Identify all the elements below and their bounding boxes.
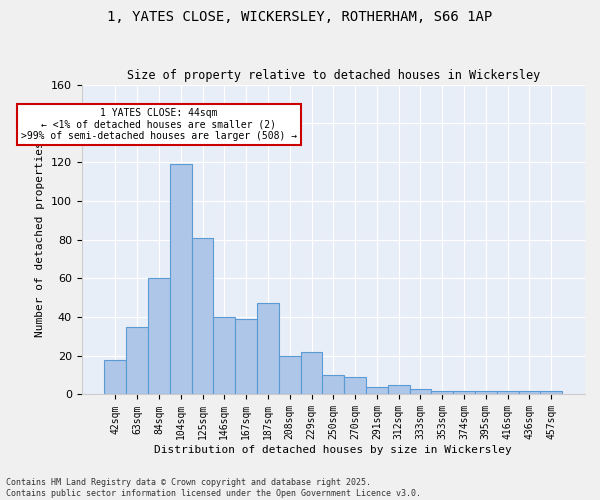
Bar xyxy=(541,390,562,394)
Bar xyxy=(104,360,126,394)
Bar xyxy=(475,390,497,394)
Title: Size of property relative to detached houses in Wickersley: Size of property relative to detached ho… xyxy=(127,69,540,82)
Bar xyxy=(148,278,170,394)
Text: 1, YATES CLOSE, WICKERSLEY, ROTHERHAM, S66 1AP: 1, YATES CLOSE, WICKERSLEY, ROTHERHAM, S… xyxy=(107,10,493,24)
Bar xyxy=(497,390,518,394)
Bar xyxy=(410,388,431,394)
Bar xyxy=(388,385,410,394)
Y-axis label: Number of detached properties: Number of detached properties xyxy=(35,142,45,338)
Bar xyxy=(322,375,344,394)
Bar xyxy=(214,317,235,394)
Bar xyxy=(170,164,191,394)
Bar xyxy=(431,390,453,394)
Text: 1 YATES CLOSE: 44sqm
← <1% of detached houses are smaller (2)
>99% of semi-detac: 1 YATES CLOSE: 44sqm ← <1% of detached h… xyxy=(21,108,297,141)
Bar xyxy=(279,356,301,395)
Bar xyxy=(257,304,279,394)
Bar xyxy=(235,319,257,394)
X-axis label: Distribution of detached houses by size in Wickersley: Distribution of detached houses by size … xyxy=(154,445,512,455)
Bar xyxy=(301,352,322,395)
Bar xyxy=(518,390,541,394)
Bar xyxy=(126,326,148,394)
Text: Contains HM Land Registry data © Crown copyright and database right 2025.
Contai: Contains HM Land Registry data © Crown c… xyxy=(6,478,421,498)
Bar xyxy=(453,390,475,394)
Bar xyxy=(191,238,214,394)
Bar xyxy=(366,386,388,394)
Bar xyxy=(344,377,366,394)
